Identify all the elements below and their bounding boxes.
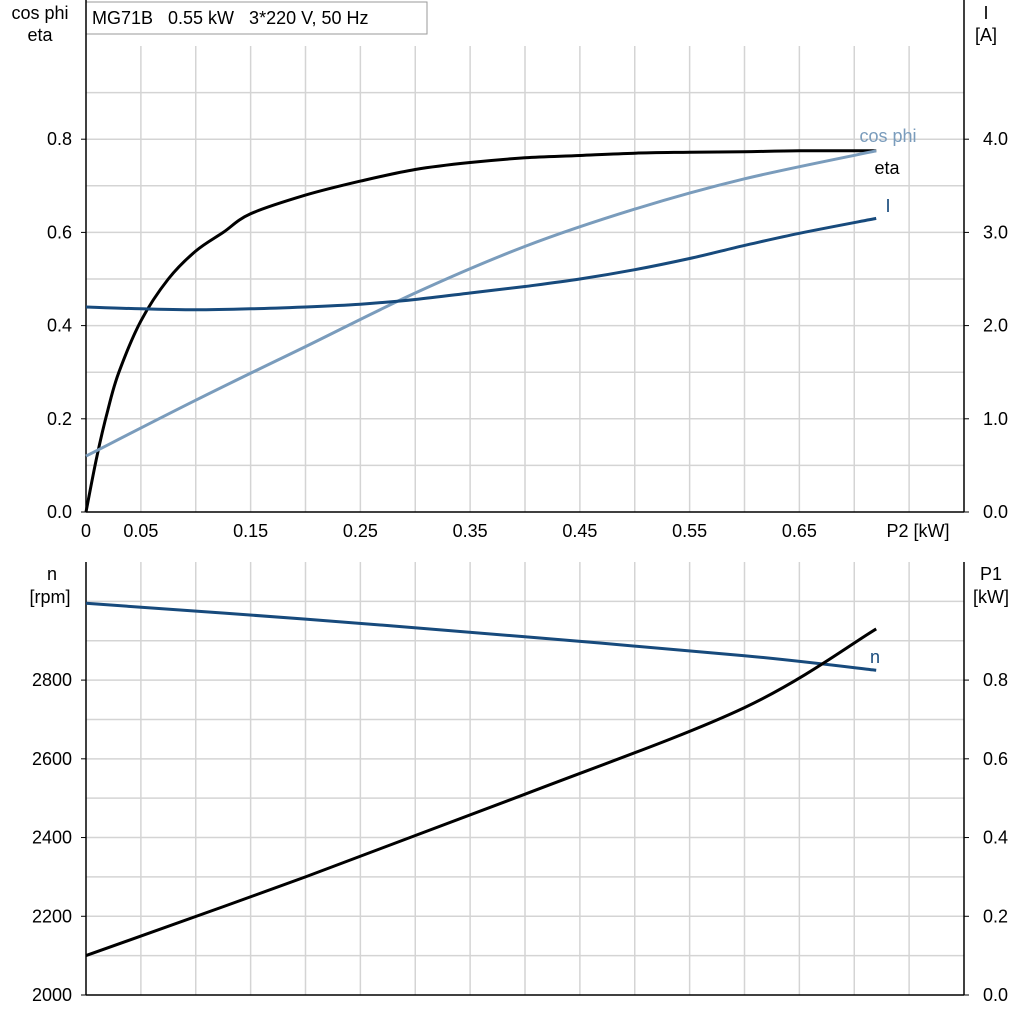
bottom-right-tick-label: 0.4 [983, 828, 1008, 848]
top-left-axis-title-line2: eta [27, 25, 53, 45]
x-tick-label: 0.65 [782, 521, 817, 541]
x-tick-label: 0 [81, 521, 91, 541]
top-left-tick-label: 0.4 [47, 316, 72, 336]
bottom-left-axis-title-line2: [rpm] [29, 587, 70, 607]
bottom-right-tick-label: 0.2 [983, 906, 1008, 926]
x-tick-label: 0.05 [123, 521, 158, 541]
bottom-n-label: n [870, 647, 880, 667]
bottom-right-tick-label: 0.8 [983, 670, 1008, 690]
x-tick-label: 0.25 [343, 521, 378, 541]
chart-title: MG71B 0.55 kW 3*220 V, 50 Hz [92, 8, 368, 28]
bottom-left-axis-title-line1: n [47, 564, 57, 584]
top-left-tick-label: 0.2 [47, 409, 72, 429]
top-right-tick-label: 3.0 [983, 222, 1008, 242]
top-left-tick-label: 0.8 [47, 129, 72, 149]
top-right-tick-label: 1.0 [983, 409, 1008, 429]
top-eta-label: eta [874, 158, 900, 178]
bottom-tick-labels: 2000 2200 2400 2600 2800 0.0 0.2 0.4 0.6 0.8 [32, 670, 1008, 1005]
x-tick-label: 0.55 [672, 521, 707, 541]
top-left-tick-label: 0.6 [47, 222, 72, 242]
top-cos-phi-line [85, 149, 877, 458]
top-eta-line [84, 149, 877, 513]
x-tick-label: 0.35 [453, 521, 488, 541]
bottom-series: n [85, 601, 880, 958]
bottom-left-tick-label: 2000 [32, 985, 72, 1005]
bottom-left-tick-label: 2400 [32, 828, 72, 848]
x-tick-label: 0.15 [233, 521, 268, 541]
top-left-axis-title-line1: cos phi [11, 3, 68, 23]
bottom-right-axis-title-line1: P1 [980, 564, 1002, 584]
top-right-tick-label: 2.0 [983, 316, 1008, 336]
top-chart-panel: MG71B 0.55 kW 3*220 V, 50 Hz cos phi eta… [11, 0, 1008, 541]
bottom-left-tick-label: 2800 [32, 670, 72, 690]
top-left-tick-label: 0.0 [47, 502, 72, 522]
top-grid [86, 46, 964, 513]
top-series: eta cos phi I [84, 126, 917, 513]
top-right-tick-label: 0.0 [983, 502, 1008, 522]
x-axis-title: P2 [kW] [886, 521, 949, 541]
top-i-label: I [885, 196, 890, 216]
title-box [85, 1, 428, 35]
bottom-p1-line [85, 627, 877, 958]
bottom-grid [86, 562, 964, 996]
top-right-axis-title-line1: I [983, 3, 988, 23]
top-i-line [85, 216, 877, 312]
bottom-chart-panel: n [rpm] P1 [kW] 2000 2200 2400 2600 2800 0.0 0… [29, 562, 1009, 1005]
bottom-left-tick-label: 2600 [32, 749, 72, 769]
top-right-axis-title-line2: [A] [975, 25, 997, 45]
top-right-tick-label: 4.0 [983, 129, 1008, 149]
bottom-right-tick-label: 0.6 [983, 749, 1008, 769]
bottom-right-axis-title-line2: [kW] [973, 587, 1009, 607]
x-tick-label: 0.45 [562, 521, 597, 541]
top-tick-labels: 0.0 0.2 0.4 0.6 0.8 0.0 1.0 2.0 3.0 4.0 0 0.05 0.15 0… [47, 129, 1008, 541]
bottom-left-tick-label: 2200 [32, 906, 72, 926]
bottom-n-line [85, 601, 877, 672]
bottom-right-tick-label: 0.0 [983, 985, 1008, 1005]
top-cos-phi-label: cos phi [859, 126, 916, 146]
